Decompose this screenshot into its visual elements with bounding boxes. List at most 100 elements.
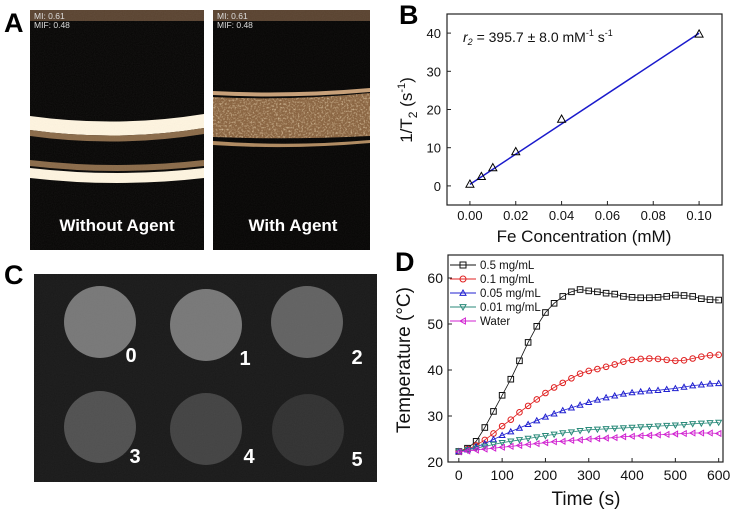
x-tick-label: 0.04	[549, 208, 574, 223]
data-point	[680, 357, 688, 364]
data-point	[510, 146, 521, 156]
data-point	[697, 429, 705, 437]
data-point	[706, 429, 713, 437]
data-point	[559, 430, 567, 437]
mi-readout: MI: 0.61	[217, 11, 248, 21]
data-point	[602, 393, 610, 401]
data-point	[487, 162, 498, 172]
data-point	[715, 379, 723, 387]
data-point	[472, 446, 479, 454]
data-point	[558, 437, 566, 445]
data-point	[611, 361, 619, 368]
data-point	[481, 439, 489, 447]
data-point	[628, 294, 636, 301]
data-point	[524, 339, 532, 346]
y-tick-label: 30	[427, 64, 441, 79]
data-point	[490, 408, 497, 415]
data-point	[636, 432, 644, 440]
y-tick-label: 60	[427, 270, 443, 286]
data-point	[637, 387, 645, 395]
x-tick-label: 0.00	[457, 208, 482, 223]
x-axis-title: Time (s)	[552, 489, 621, 510]
data-point	[481, 436, 489, 444]
y-tick-label: 0	[434, 179, 441, 194]
series-4	[454, 429, 722, 456]
x-axis-title: Fe Concentration (mM)	[497, 227, 672, 246]
x-tick-label: 300	[577, 467, 601, 483]
ultrasound-image-without-agent: MI: 0.61 MIF: 0.48 Without Agent	[30, 10, 204, 250]
data-point	[662, 430, 670, 439]
data-point	[524, 402, 532, 410]
data-point	[654, 386, 662, 393]
series-1	[455, 351, 722, 455]
sample-label: 1	[239, 348, 250, 370]
data-point	[524, 440, 531, 449]
panel-d-chart: D 0 100 200 300 400 500 600 20 30 40 50 60 0.5 mg/m…	[394, 247, 731, 510]
data-point	[567, 429, 576, 436]
data-point	[715, 351, 722, 359]
data-point	[671, 384, 680, 392]
data-point	[454, 448, 462, 456]
data-point	[524, 420, 532, 428]
data-point	[593, 396, 602, 403]
data-point	[507, 438, 515, 446]
data-point	[507, 427, 515, 435]
series-line	[458, 354, 719, 452]
legend-marker	[459, 275, 467, 283]
data-point	[533, 434, 541, 441]
x-tick-label: 0.02	[503, 208, 528, 223]
data-point	[542, 389, 549, 397]
legend-label: 0.1 mg/mL	[480, 274, 535, 286]
data-point	[550, 431, 558, 439]
data-point	[611, 425, 619, 433]
series-line	[458, 432, 719, 453]
data-point	[498, 431, 506, 439]
y-tick-label: 10	[427, 141, 441, 156]
data-point	[489, 435, 498, 443]
data-point	[481, 424, 489, 431]
data-point	[472, 445, 480, 453]
data-point	[524, 435, 532, 443]
data-point	[646, 355, 653, 362]
data-point	[706, 379, 714, 387]
x-tick-label: 400	[620, 467, 644, 483]
data-point	[697, 420, 705, 428]
data-point	[680, 422, 688, 429]
data-point	[680, 292, 688, 299]
y-axis-title: Temperature (°C)	[394, 287, 415, 433]
data-point	[498, 392, 506, 399]
panel-d-label: D	[395, 247, 415, 277]
data-point	[689, 421, 697, 428]
data-point	[663, 356, 671, 364]
sample-label: 0	[125, 345, 136, 367]
data-point	[533, 323, 541, 330]
data-point	[576, 370, 584, 377]
x-tick-label: 100	[490, 467, 514, 483]
data-point	[567, 403, 576, 411]
legend-label: 0.5 mg/mL	[480, 260, 535, 272]
y-axis-title: 1/T2 (s-1)	[396, 77, 420, 143]
sample-label: 2	[351, 347, 362, 369]
data-point	[489, 444, 497, 452]
legend-label: 0.05 mg/mL	[480, 288, 541, 300]
data-point	[628, 356, 636, 364]
data-point	[498, 443, 505, 451]
data-point	[594, 365, 601, 373]
data-point	[472, 442, 480, 450]
x-tick-label: 0.08	[641, 208, 666, 223]
data-point	[550, 409, 558, 417]
x-tick-label: 200	[534, 467, 558, 483]
y-tick-label: 20	[427, 454, 443, 470]
data-point	[654, 294, 662, 301]
data-point	[506, 442, 514, 451]
data-point	[698, 353, 705, 360]
data-point	[585, 427, 593, 434]
data-point	[688, 429, 696, 437]
data-point	[550, 384, 558, 391]
data-point	[532, 439, 540, 448]
data-point	[489, 441, 498, 449]
y-tick-label: 40	[427, 362, 443, 378]
data-point	[672, 291, 679, 299]
y-tick-label: 20	[427, 103, 441, 118]
data-point	[602, 363, 610, 371]
